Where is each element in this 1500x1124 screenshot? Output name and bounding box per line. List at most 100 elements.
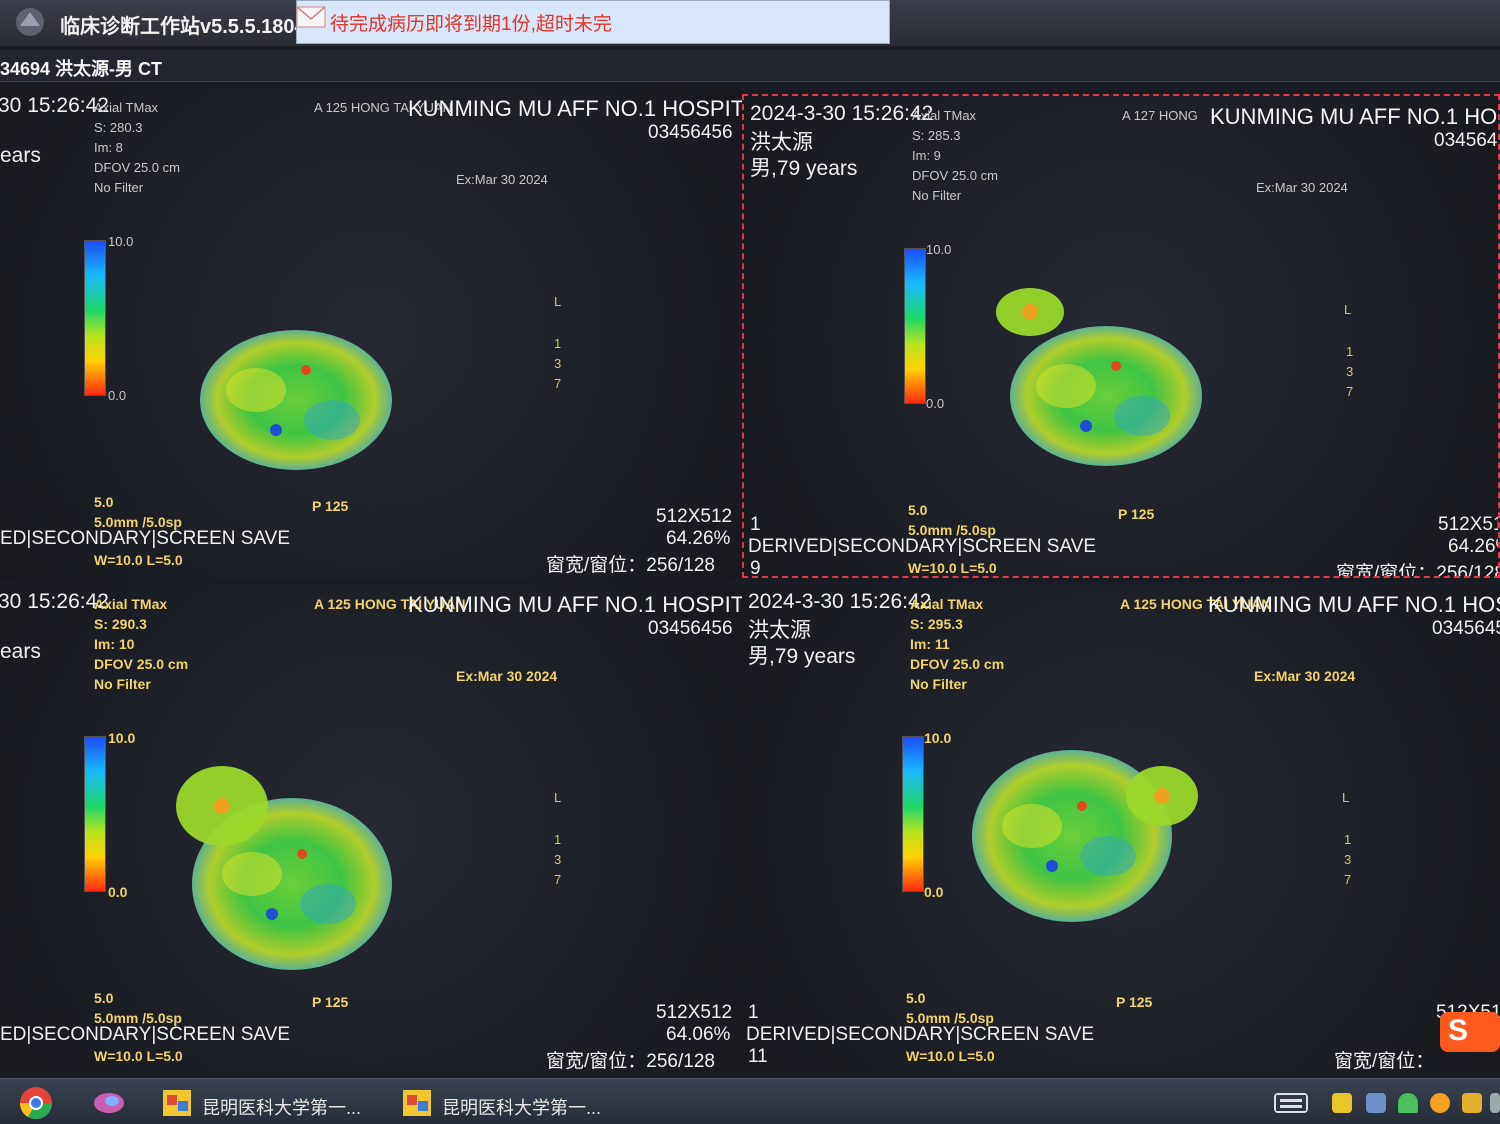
- window-width-level: 窗宽/窗位：256/128: [546, 1051, 715, 1072]
- scan-type: Axial TMax: [912, 108, 977, 123]
- orientation-L: L: [1342, 790, 1350, 805]
- color-scale-bar: [84, 240, 106, 396]
- orientation-num-2: 3: [554, 356, 562, 371]
- level-label: 5.0: [94, 494, 114, 510]
- viewport-3[interactable]: 30 15:26:42 ears Axial TMax S: 290.3 Im:…: [0, 584, 742, 1072]
- notification-banner[interactable]: [296, 0, 890, 44]
- color-scale-bar: [902, 736, 924, 892]
- scale-max-label: 10.0: [108, 234, 134, 249]
- annotation-a: A 127 HONG: [1122, 108, 1198, 123]
- viewport-4[interactable]: 2024-3-30 15:26:42 洪太源 男,79 years Axial …: [742, 584, 1500, 1072]
- orientation-L: L: [554, 294, 562, 309]
- dfov-label: DFOV 25.0 cm: [910, 656, 1005, 672]
- hospital-name: KUNMING MU AFF NO.1 HOSPITAL: [1210, 104, 1498, 129]
- matrix-label: 512X512: [1438, 514, 1498, 535]
- color-scale-bar: [84, 736, 106, 892]
- study-datetime: 30 15:26:42: [0, 590, 109, 613]
- viewport-1[interactable]: 30 15:26:42 ears Axial TMax S: 280.3 Im:…: [0, 88, 742, 578]
- zoom-label: 64.26%: [666, 528, 731, 549]
- scale-max-label: 10.0: [108, 730, 136, 746]
- annotation-a: A 125 HONG TAI YUAN: [314, 100, 452, 115]
- taskbar-item-2[interactable]: 昆明医科大学第一...: [402, 1085, 612, 1121]
- window-width-level: 窗宽/窗位：256/128: [546, 555, 715, 576]
- level-label: 5.0: [94, 990, 114, 1006]
- tray-file-icon[interactable]: [1366, 1093, 1386, 1113]
- filter-label: No Filter: [912, 188, 962, 203]
- position-label: P 125: [312, 994, 349, 1010]
- scale-max-label: 10.0: [924, 730, 952, 746]
- tray-alert-icon[interactable]: [1430, 1093, 1450, 1113]
- taskbar: 昆明医科大学第一... 昆明医科大学第一...: [0, 1078, 1500, 1124]
- position-label: P 125: [312, 498, 349, 514]
- patient-sex-age: 男,79 years: [748, 645, 856, 668]
- orientation-num-3: 7: [554, 376, 562, 391]
- matrix-label: 512X512: [656, 506, 733, 527]
- app-shortcut-icon[interactable]: [92, 1089, 126, 1117]
- orientation-num-2: 3: [554, 852, 562, 867]
- scale-min-label: 0.0: [108, 884, 128, 900]
- patient-sex-age: ears: [0, 640, 41, 663]
- color-scale-bar: [904, 248, 926, 404]
- hospital-name: KUNMING MU AFF NO.1 HOSPITAL: [408, 96, 742, 121]
- exam-date: Ex:Mar 30 2024: [456, 668, 558, 684]
- orientation-num-3: 7: [1344, 872, 1352, 887]
- dfov-label: DFOV 25.0 cm: [94, 160, 180, 175]
- scan-type: Axial TMax: [94, 100, 159, 115]
- matrix-label: 512X512: [656, 1002, 733, 1023]
- hospital-name: KUNMING MU AFF NO.1 HOSPITAL: [1208, 592, 1500, 617]
- slice-thickness: 5.0mm /5.0sp: [906, 1010, 994, 1026]
- image-number: Im: 8: [94, 140, 123, 155]
- window-icon: [403, 1090, 431, 1116]
- app-logo-icon: [16, 8, 44, 36]
- patient-info-bar: 34694 洪太源-男 CT: [0, 50, 1500, 82]
- patient-name: 洪太源: [748, 619, 811, 642]
- annotation-a: A 125 HONG TAI YUAN: [314, 596, 466, 612]
- filter-label: No Filter: [94, 676, 151, 692]
- scan-type: Axial TMax: [94, 596, 168, 612]
- series-position: S: 295.3: [910, 616, 963, 632]
- ime-badge-icon[interactable]: S: [1440, 1012, 1500, 1052]
- patient-number: 03456456: [1432, 618, 1500, 639]
- orientation-num-2: 3: [1344, 852, 1352, 867]
- dfov-label: DFOV 25.0 cm: [94, 656, 189, 672]
- patient-number: 03456456: [648, 618, 733, 639]
- notification-text[interactable]: 待完成病历即将到期1份,超时未完: [330, 14, 612, 35]
- study-datetime: 30 15:26:42: [0, 94, 109, 117]
- study-datetime: 2024-3-30 15:26:42: [748, 590, 932, 613]
- derived-label: DERIVED|SECONDARY|SCREEN SAVE: [746, 1024, 1095, 1045]
- dfov-label: DFOV 25.0 cm: [912, 168, 998, 183]
- level-label: 5.0: [908, 502, 928, 518]
- patient-number: 03456456: [648, 122, 733, 143]
- level-label: 5.0: [906, 990, 926, 1006]
- frame-total: 11: [748, 1046, 768, 1067]
- window-level-label: W=10.0 L=5.0: [908, 560, 997, 576]
- taskbar-item-1[interactable]: 昆明医科大学第一...: [162, 1085, 372, 1121]
- position-label: P 125: [1118, 506, 1155, 522]
- chrome-icon[interactable]: [18, 1085, 54, 1121]
- tray-flask-icon[interactable]: [1398, 1093, 1418, 1113]
- window-level-label: W=10.0 L=5.0: [906, 1048, 995, 1064]
- patient-number: 03456456: [1434, 130, 1498, 151]
- tray-app-icon[interactable]: [1332, 1093, 1352, 1113]
- window-level-label: W=10.0 L=5.0: [94, 1048, 183, 1064]
- patient-sex-age: ears: [0, 144, 41, 167]
- orientation-L: L: [554, 790, 562, 805]
- study-datetime: 2024-3-30 15:26:42: [750, 102, 934, 125]
- frame-index: 1: [750, 514, 761, 535]
- series-position: S: 290.3: [94, 616, 147, 632]
- image-number: Im: 11: [910, 636, 950, 652]
- keyboard-icon[interactable]: [1274, 1093, 1308, 1113]
- frame-index: 1: [748, 1002, 759, 1023]
- image-number: Im: 10: [94, 636, 135, 652]
- slice-thickness: 5.0mm /5.0sp: [908, 522, 996, 538]
- exam-date: Ex:Mar 30 2024: [456, 172, 548, 187]
- tray-more-icon[interactable]: [1490, 1093, 1500, 1113]
- orientation-num-3: 7: [1346, 384, 1354, 399]
- exam-date: Ex:Mar 30 2024: [1256, 180, 1348, 195]
- tray-download-icon[interactable]: [1462, 1093, 1482, 1113]
- frame-total: 9: [750, 558, 761, 578]
- viewport-2-selected[interactable]: 2024-3-30 15:26:42 洪太源 男,79 years Axial …: [742, 94, 1500, 578]
- derived-label: ED|SECONDARY|SCREEN SAVE: [0, 1024, 291, 1045]
- app-title: 临床诊断工作站v5.5.5.18041: [60, 16, 317, 38]
- exam-date: Ex:Mar 30 2024: [1254, 668, 1356, 684]
